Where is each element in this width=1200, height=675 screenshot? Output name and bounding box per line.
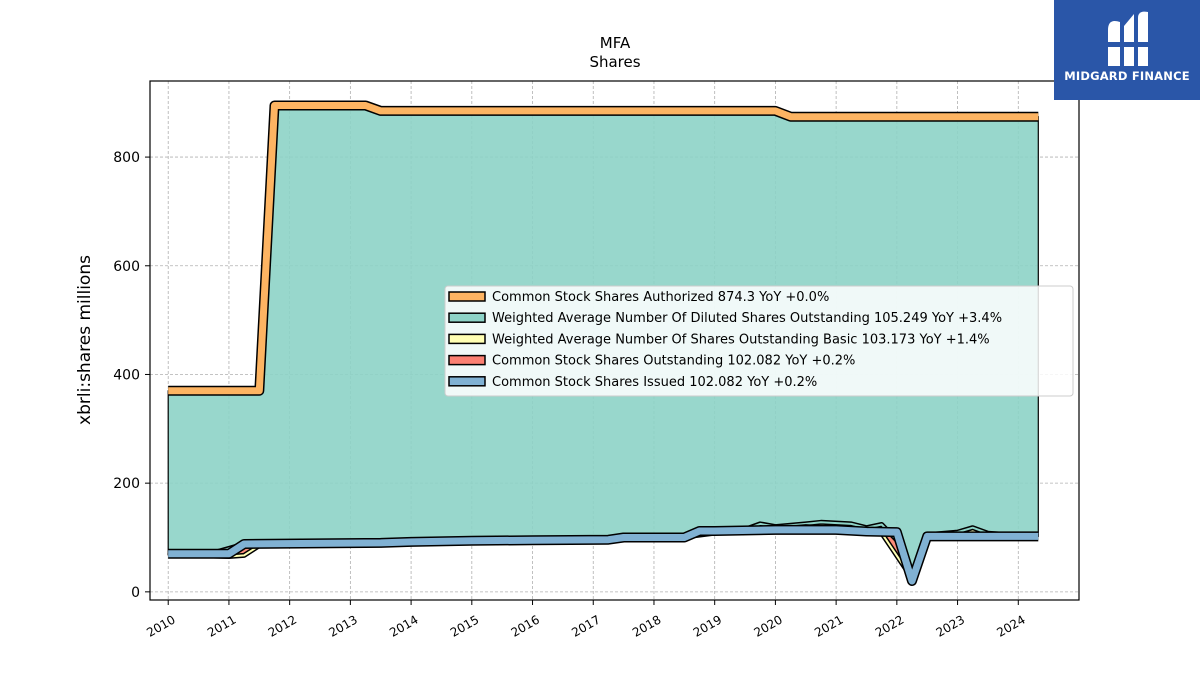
x-tick-label: 2022 (873, 612, 906, 639)
x-tick-label: 2010 (144, 612, 177, 639)
legend-entry: Common Stock Shares Authorized 874.3 YoY… (492, 290, 829, 305)
plot-frame (149, 80, 1080, 601)
x-tick-label: 2018 (630, 612, 663, 639)
legend-swatch (448, 312, 486, 323)
brand-logo: MIDGARD FINANCE (1054, 0, 1200, 100)
y-axis-ticks: 0 200 400 600 800 (113, 150, 150, 601)
x-tick-label: 2014 (387, 612, 420, 639)
midgard-m-mark-icon (1106, 11, 1150, 67)
x-axis-ticks: 2010 2011 2012 2013 2014 2015 2016 2017 2018 2019… (144, 600, 1028, 640)
chart-title: MFA (600, 34, 631, 52)
legend-entry: Weighted Average Number Of Shares Outsta… (492, 332, 990, 347)
legend-entry: Common Stock Shares Outstanding 102.082 … (492, 354, 855, 369)
legend-swatch (448, 376, 486, 387)
x-tick-label: 2017 (569, 612, 602, 639)
legend: Common Stock Shares Authorized 874.3 YoY… (444, 285, 1074, 397)
x-tick-label: 2024 (994, 612, 1027, 639)
y-tick-label: 600 (113, 259, 140, 275)
chart-subtitle: Shares (589, 53, 640, 71)
y-tick-label: 400 (113, 367, 140, 383)
x-tick-label: 2021 (812, 612, 845, 639)
legend-entry: Weighted Average Number Of Diluted Share… (492, 311, 1002, 326)
x-tick-label: 2011 (205, 612, 238, 639)
series-line-0 (168, 102, 1039, 395)
legend-swatch (448, 354, 486, 366)
legend-swatch (448, 333, 486, 345)
y-tick-label: 0 (131, 585, 140, 601)
x-tick-label: 2016 (509, 612, 542, 639)
x-tick-label: 2023 (934, 612, 967, 639)
x-tick-label: 2013 (326, 612, 359, 639)
y-tick-label: 800 (113, 150, 140, 166)
x-tick-label: 2012 (266, 612, 299, 639)
series-line-4 (168, 526, 1039, 585)
x-tick-label: 2015 (448, 612, 481, 639)
y-axis-label: xbrli:shares millions (75, 255, 95, 425)
legend-entry: Common Stock Shares Issued 102.082 YoY +… (492, 375, 817, 390)
x-tick-label: 2020 (751, 612, 784, 639)
legend-box (444, 285, 1074, 397)
brand-name: MIDGARD FINANCE (1064, 69, 1190, 83)
legend-swatch (448, 291, 486, 302)
x-tick-label: 2019 (691, 612, 724, 639)
y-tick-label: 200 (113, 476, 140, 492)
